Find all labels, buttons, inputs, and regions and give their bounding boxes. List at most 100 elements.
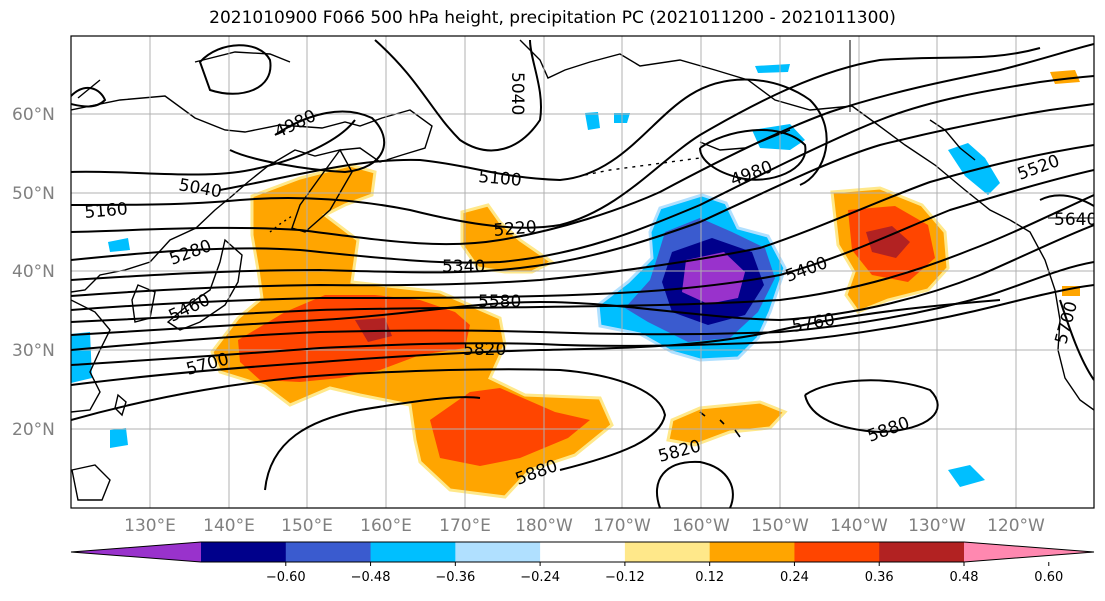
coast-philippines (71, 464, 111, 501)
colorbar-segment (540, 542, 626, 562)
colorbar-tick-label: −0.24 (520, 570, 560, 585)
precip-negative-patch (948, 143, 1000, 195)
contour-5160 (71, 47, 1041, 229)
colorbar-tick-label: 0.60 (1034, 570, 1063, 585)
colorbar-extension-min (71, 542, 201, 562)
colorbar-tick-label: 0.12 (695, 570, 724, 585)
contour-5700 (71, 284, 1094, 366)
lon-label: 140°W (830, 516, 888, 536)
precip-neg-core (682, 252, 745, 304)
contour-label: 5040 (507, 72, 527, 115)
coast-kurils (269, 215, 293, 233)
coast-arctic-islands (77, 51, 291, 99)
contour-5280 (71, 75, 1094, 264)
colorbar-segment (455, 542, 541, 562)
lon-label: 130°W (908, 516, 966, 536)
precip-negative-patch (755, 64, 790, 73)
colorbar-segment (370, 542, 456, 562)
lat-label: 30°N (12, 341, 55, 361)
lon-label: 160°W (672, 516, 730, 536)
graticule (71, 36, 1094, 508)
contour-label: 5580 (478, 292, 521, 312)
lon-label: 120°W (987, 516, 1045, 536)
contour-5580 (71, 224, 1094, 336)
contour-label: 5820 (463, 340, 506, 360)
colorbar-segment (624, 542, 711, 562)
precip-negative-patch (108, 238, 130, 252)
contour-5100 (219, 78, 828, 191)
contour-4980-west (229, 110, 386, 174)
coastlines (71, 39, 1094, 501)
contour-5820 (71, 368, 667, 471)
coast-aleutians (584, 157, 701, 176)
precip-positive-region-subtropical (666, 400, 788, 447)
longitude-labels: 130°E 140°E 150°E 160°E 170°E 180°W 170°… (124, 516, 1045, 536)
lat-label: 60°N (12, 105, 55, 125)
precip-pos-max-east (866, 226, 910, 258)
contour-5040-west (71, 119, 356, 176)
contour-label: 5160 (84, 199, 129, 223)
contour-label: 5220 (493, 217, 538, 241)
precip-negative-patch (948, 465, 985, 487)
contour-5640-east (1039, 194, 1094, 207)
precip-pos-core-west (238, 295, 470, 382)
contour-5460 (71, 169, 1094, 311)
contour-5520 (71, 194, 1094, 323)
contour-5340 (71, 103, 1094, 281)
precip-negative-patch (110, 428, 128, 448)
lon-label: 170°W (593, 516, 651, 536)
map-panel: 4980 5040 5160 5280 5460 5700 5040 5100 … (71, 36, 1097, 508)
contour-5700-coast (1059, 299, 1094, 381)
colorbar-tick-label: −0.12 (605, 570, 645, 585)
coast-taiwan (114, 393, 127, 417)
contour-5880-west (264, 396, 481, 491)
colorbar-tick-label: −0.60 (266, 570, 306, 585)
colorbar-tick-label: 0.48 (950, 570, 979, 585)
contour-arctic-loop (71, 86, 107, 108)
lon-label: 180°W (515, 516, 573, 536)
contour-5040-north (374, 39, 542, 152)
lon-label: 140°E (203, 516, 255, 536)
lat-label: 50°N (12, 184, 55, 204)
latitude-labels: 60°N 50°N 40°N 30°N 20°N (12, 105, 55, 440)
map-title: 2021010900 F066 500 hPa height, precipit… (209, 8, 896, 28)
contour-label: 5640 (1054, 210, 1097, 230)
lon-label: 150°E (281, 516, 333, 536)
colorbar-tick-label: 0.24 (780, 570, 809, 585)
contour-lows-arctic (198, 44, 272, 95)
colorbar-segment (879, 542, 965, 562)
precip-pos-core-south (430, 388, 590, 466)
colorbar-tick-label: 0.36 (865, 570, 894, 585)
contour-5880-east (804, 379, 939, 434)
colorbar-segment (285, 542, 372, 562)
colorbar-outline (70, 541, 1095, 563)
lon-label: 150°W (751, 516, 809, 536)
contour-5400 (71, 144, 1094, 297)
lat-label: 40°N (12, 262, 55, 282)
contour-4980-east (699, 129, 807, 181)
colorbar-segment (794, 542, 880, 562)
coast-japan (166, 238, 243, 331)
colorbar-tick-label: −0.36 (435, 570, 475, 585)
contour-5640 (71, 261, 1094, 351)
colorbar-segment (709, 542, 795, 562)
contour-5820-sub (655, 460, 734, 508)
contour-5220 (71, 43, 1094, 246)
contour-5760 (71, 299, 1001, 386)
colorbar: −0.60 −0.48 −0.36 −0.24 −0.12 0.12 0.24 0.36 0.4… (70, 541, 1095, 585)
colorbar-tick-label: −0.48 (351, 570, 391, 585)
height-contours (71, 39, 1094, 508)
precip-negative-patch (585, 112, 600, 130)
lat-label: 20°N (12, 420, 55, 440)
colorbar-segment (201, 542, 287, 562)
precip-negative-patch (71, 332, 92, 383)
lon-label: 130°E (124, 516, 176, 536)
lon-label: 170°E (439, 516, 491, 536)
coast-north-america-west (1009, 219, 1094, 411)
contour-label: 5100 (478, 167, 523, 191)
colorbar-extension-max (964, 542, 1094, 562)
lon-label: 160°E (360, 516, 412, 536)
coast-china (71, 299, 111, 413)
map-frame (70, 35, 1095, 509)
